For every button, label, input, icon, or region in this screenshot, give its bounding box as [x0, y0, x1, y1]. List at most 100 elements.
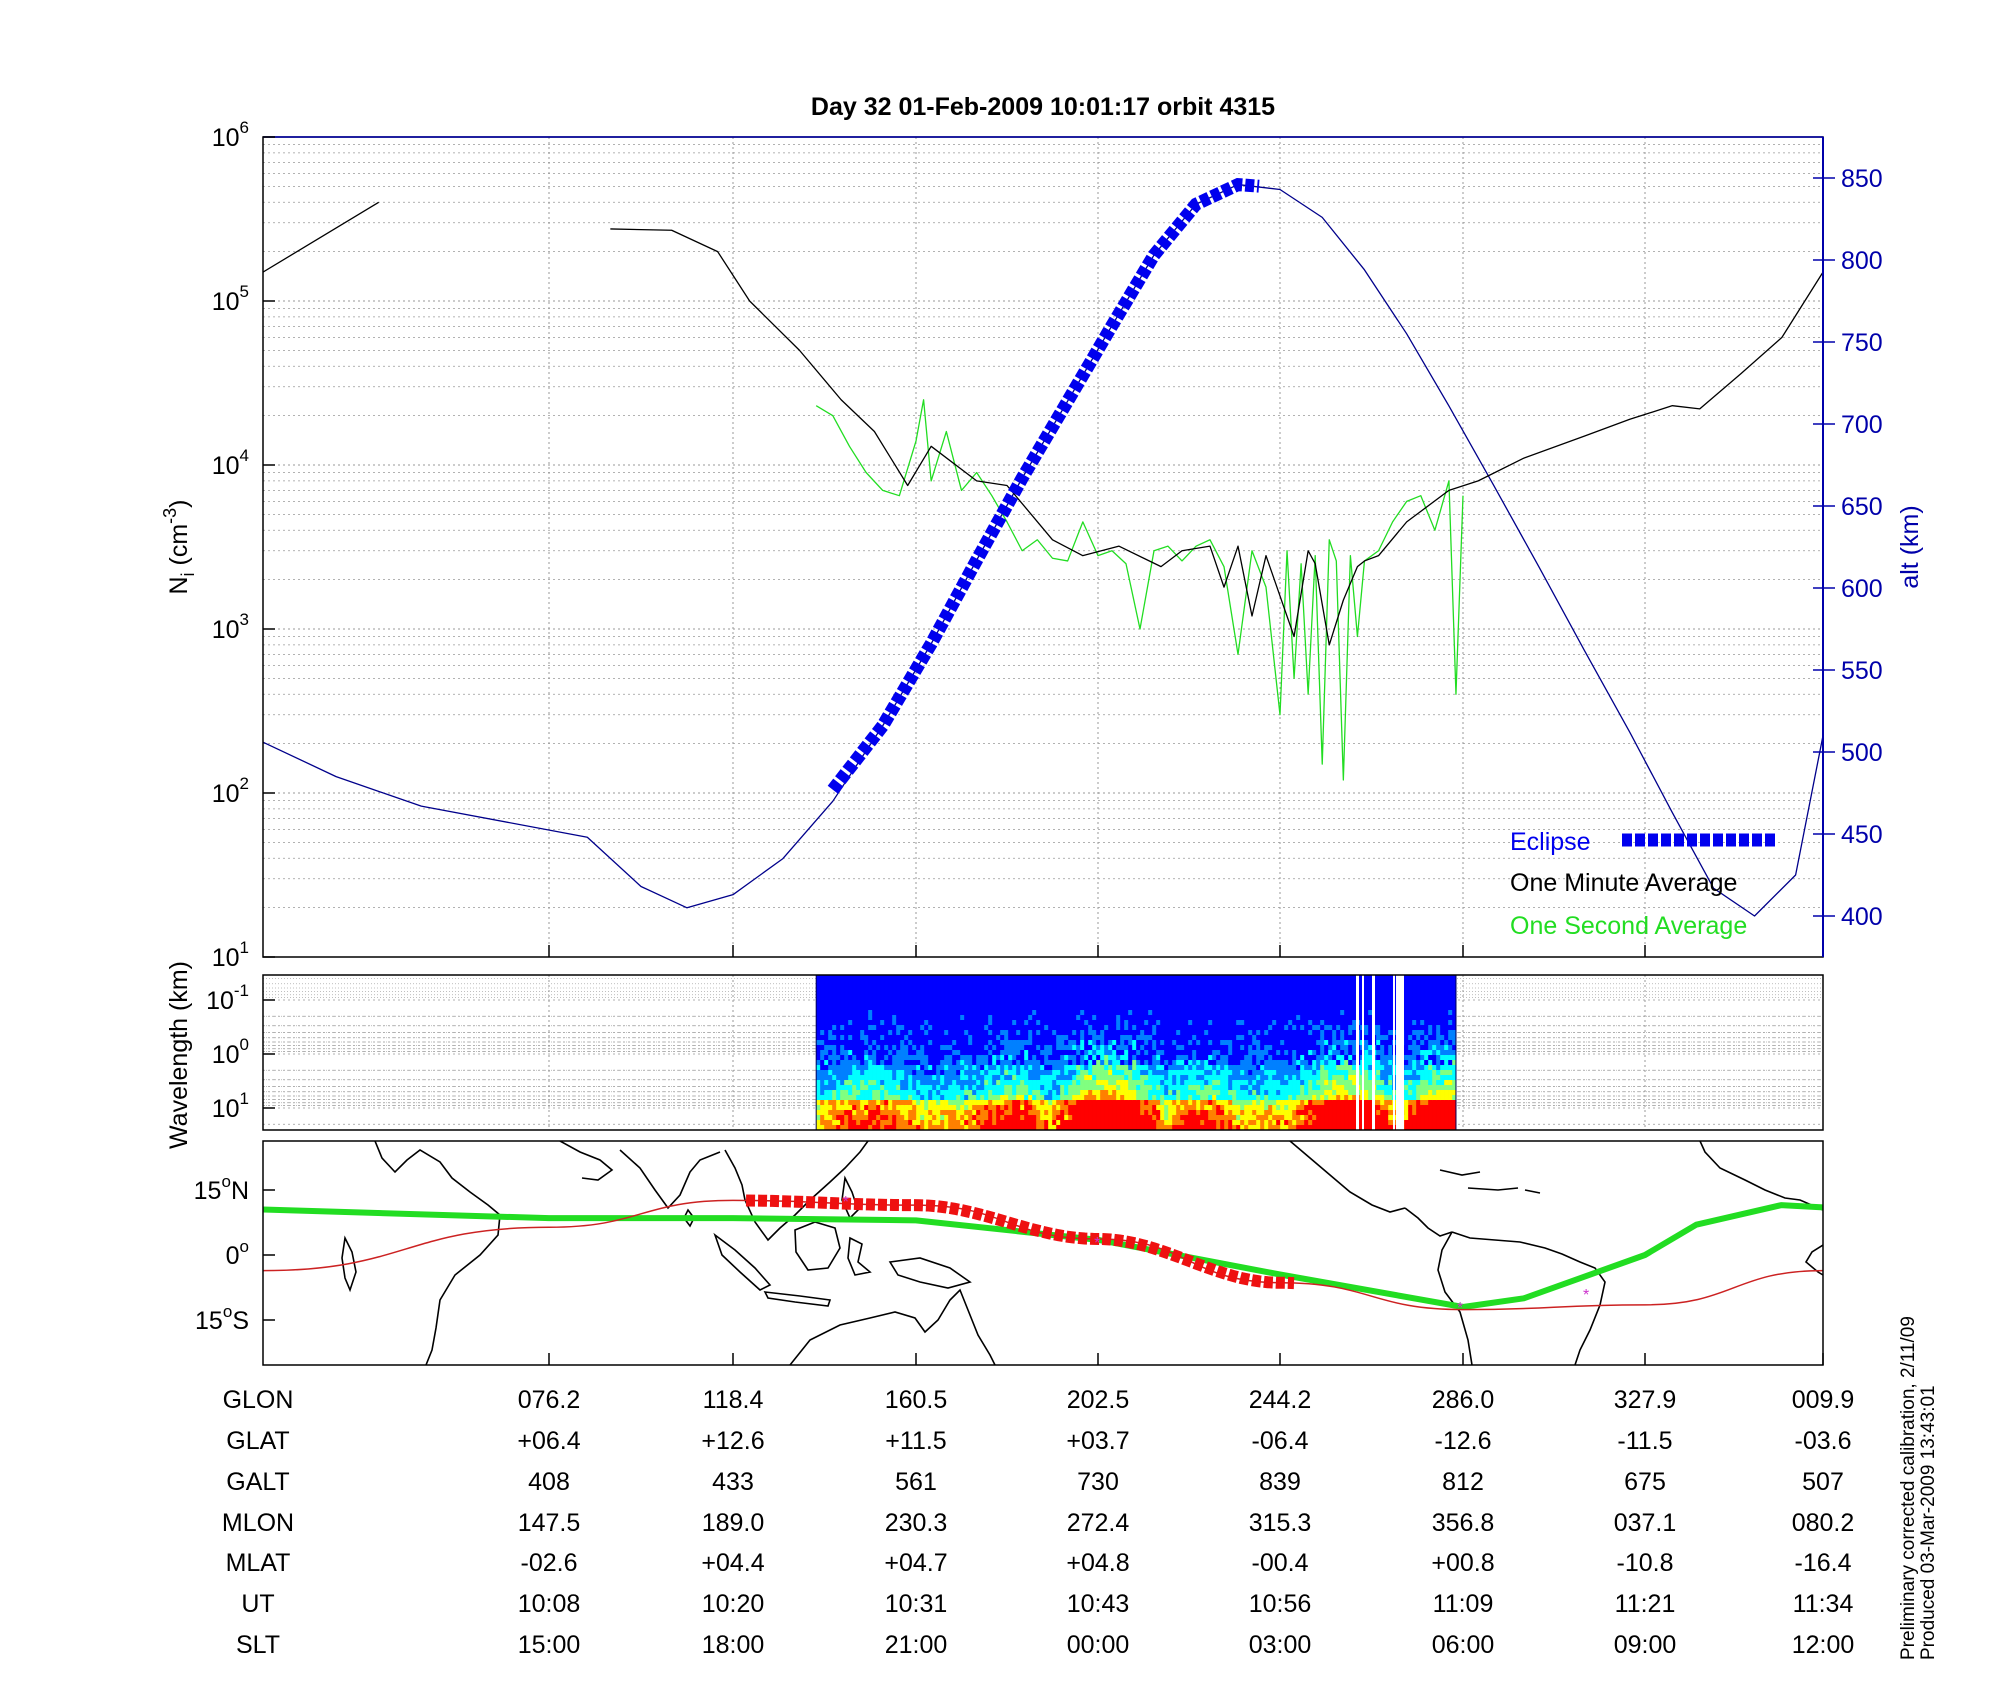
spectrogram-cell: [1008, 1080, 1013, 1086]
spectrogram-cell: [1260, 1010, 1265, 1016]
spectrogram-cell: [1244, 1035, 1249, 1041]
spectrogram-cell: [1072, 1055, 1077, 1061]
spectrogram-cell: [832, 980, 837, 986]
spectrogram-cell: [1288, 1095, 1293, 1101]
spectrogram-cell: [1076, 985, 1081, 991]
spectrogram-cell: [1196, 980, 1201, 986]
spectrogram-cell: [888, 1050, 893, 1056]
spectrogram-cell: [820, 1070, 825, 1076]
spectrogram-cell: [1056, 985, 1061, 991]
spectrogram-cell: [1332, 1060, 1337, 1066]
spectrogram-cell: [1128, 1060, 1133, 1066]
spectrogram-cell: [1304, 1000, 1309, 1006]
spectrogram-cell: [1216, 1050, 1221, 1056]
spectrogram-cell: [1144, 1055, 1149, 1061]
spectrogram-cell: [1092, 1065, 1097, 1071]
spectrogram-cell: [1388, 1050, 1393, 1056]
spectrogram-cell: [1284, 1060, 1289, 1066]
spectrogram-cell: [1256, 1120, 1261, 1126]
spectrogram-cell: [1048, 1025, 1053, 1031]
spectrogram-cell: [1280, 1110, 1285, 1116]
spectrogram-cell: [828, 1100, 833, 1106]
spectrogram-cell: [984, 1040, 989, 1046]
spectrogram-cell: [1332, 1015, 1337, 1021]
spectrogram-cell: [1116, 1050, 1121, 1056]
spectrogram-cell: [904, 1075, 909, 1081]
spectrogram-cell: [1408, 1030, 1413, 1036]
spectrogram-cell: [968, 1000, 973, 1006]
spectrogram-cell: [1132, 1030, 1137, 1036]
spectrogram-cell: [1184, 1110, 1189, 1116]
spectrogram-cell: [1056, 980, 1061, 986]
spectrogram-cell: [1404, 1095, 1409, 1101]
spectrogram-cell: [884, 995, 889, 1001]
spectrogram-cell: [840, 1005, 845, 1011]
spectrogram-cell: [1108, 1125, 1113, 1130]
spectrogram-cell: [1200, 1090, 1205, 1096]
spectrogram-cell: [1100, 1040, 1105, 1046]
spectrogram-cell: [1376, 980, 1381, 986]
spectrogram-cell: [1376, 1075, 1381, 1081]
spectrogram-cell: [1124, 1040, 1129, 1046]
spectrogram-cell: [1368, 1085, 1373, 1091]
spectrogram-cell: [1236, 1000, 1241, 1006]
density-y-tick-base: 10: [212, 288, 240, 316]
spectrogram-cell: [1220, 985, 1225, 991]
spectrogram-cell: [1140, 1125, 1145, 1130]
spectrogram-cell: [1080, 1015, 1085, 1021]
spectrogram-cell: [1192, 1120, 1197, 1126]
spectrogram-cell: [1196, 1020, 1201, 1026]
spectrogram-cell: [1332, 1010, 1337, 1016]
spectrogram-cell: [1012, 1095, 1017, 1101]
spectrogram-cell: [920, 1025, 925, 1031]
spectrogram-cell: [1132, 995, 1137, 1001]
spectrogram-cell: [1328, 1075, 1333, 1081]
spectrogram-cell: [932, 1060, 937, 1066]
spectrogram-cell: [1284, 1015, 1289, 1021]
spectrogram-cell: [912, 1010, 917, 1016]
spectrogram-cell: [860, 985, 865, 991]
spectrogram-cell: [816, 1120, 821, 1126]
spectrogram-cell: [880, 975, 885, 981]
spectrogram-cell: [1308, 1000, 1313, 1006]
spectrogram-cell: [1276, 1020, 1281, 1026]
spectrogram-cell: [1428, 1005, 1433, 1011]
spectrogram-cell: [1192, 1050, 1197, 1056]
spectrogram-cell: [1020, 1105, 1025, 1111]
spectrogram-cell: [1100, 1050, 1105, 1056]
spectrogram-cell: [1124, 1095, 1129, 1101]
spectrogram-cell: [1116, 1090, 1121, 1096]
spectrogram-cell: [1052, 1030, 1057, 1036]
spectrogram-cell: [1036, 1015, 1041, 1021]
spectrogram-cell: [976, 1090, 981, 1096]
spectrogram-cell: [1160, 1015, 1165, 1021]
spectrogram-cell: [1376, 1090, 1381, 1096]
spectrogram-cell: [1188, 1105, 1193, 1111]
spectrogram-cell: [1280, 1000, 1285, 1006]
spectrogram-cell: [944, 1035, 949, 1041]
spectrogram-cell: [892, 1125, 897, 1130]
spectrogram-cell: [1048, 980, 1053, 986]
spectrogram-cell: [1044, 1060, 1049, 1066]
spectrogram-cell: [936, 1035, 941, 1041]
spectrogram-cell: [1096, 1000, 1101, 1006]
spectrogram-cell: [1036, 985, 1041, 991]
spectrogram-cell: [1348, 1055, 1353, 1061]
spectrogram-cell: [1192, 1000, 1197, 1006]
spectrogram-cell: [1144, 1075, 1149, 1081]
spectrogram-cell: [1352, 1080, 1357, 1086]
spectrogram-cell: [884, 1105, 889, 1111]
spectrogram-cell: [1428, 1025, 1433, 1031]
spectrogram-cell: [1004, 1065, 1009, 1071]
spectrogram-cell: [996, 980, 1001, 986]
spectrogram-cell: [1236, 985, 1241, 991]
spectrogram-cell: [1052, 1065, 1057, 1071]
spectrogram-cell: [880, 985, 885, 991]
density-y-label-sup: -3: [160, 508, 180, 524]
spectrogram-cell: [1144, 1080, 1149, 1086]
spectrogram-cell: [960, 1060, 965, 1066]
spectrogram-cell: [916, 1120, 921, 1126]
spectrogram-cell: [1200, 1125, 1205, 1130]
spectrogram-cell: [1388, 1120, 1393, 1126]
spectrogram-cell: [1416, 1090, 1421, 1096]
